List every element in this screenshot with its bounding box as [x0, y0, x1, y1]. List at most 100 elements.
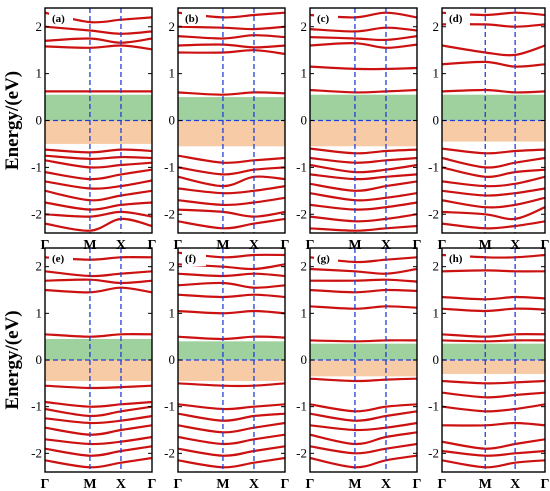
conduction-band-line [310, 305, 417, 310]
valence-band-line [45, 384, 152, 390]
k-point-label: Γ [174, 238, 183, 253]
bands [310, 256, 417, 469]
k-point-label: Γ [281, 238, 290, 253]
y-axis-label: Energy/(eV) [2, 71, 23, 170]
k-point-label: Γ [306, 238, 315, 253]
valence-band-line [442, 206, 545, 221]
valence-band-line [45, 400, 152, 408]
conduction-band-line [45, 278, 152, 285]
valence-band-line [310, 224, 417, 232]
panel-f: -2 -1 0 1 2 Γ M X Γ (f) [164, 247, 290, 491]
valence-band-line [45, 405, 152, 418]
panel-g: -2 -1 0 1 2 Γ M X Γ (g) [296, 247, 422, 491]
valence-band-line [45, 217, 152, 232]
y-tick-label: -2 [164, 445, 175, 460]
panel-h: -2 -1 0 1 2 Γ M X Γ (h) [428, 247, 550, 491]
valence-band-line [178, 185, 285, 195]
conduction-band-line [442, 60, 545, 68]
k-point-label: X [510, 477, 520, 491]
panel-label: (g) [317, 253, 330, 265]
valence-band-line [310, 454, 417, 469]
valence-band-line [45, 168, 152, 181]
y-tick-label: -1 [164, 399, 175, 414]
valence-band-line [442, 220, 545, 230]
valence-band-line [442, 391, 545, 399]
valence-band-line [45, 179, 152, 190]
conduction-band-line [178, 25, 285, 31]
y-tick-label: 2 [301, 19, 308, 34]
panel-label: (d) [449, 13, 463, 25]
conduction-band-line [178, 34, 285, 40]
y-tick-label: -1 [31, 399, 42, 414]
valence-band-line [178, 456, 285, 469]
panel-label-box [314, 251, 338, 266]
conduction-band-line [45, 37, 152, 44]
valence-band-line [442, 147, 545, 155]
conduction-band-line [442, 88, 545, 94]
bands [442, 253, 545, 469]
bands [310, 11, 417, 232]
k-point-label: M [348, 477, 361, 491]
y-tick-label: -2 [164, 206, 175, 221]
gap-region-conduction [45, 94, 152, 121]
conduction-band-line [178, 49, 285, 55]
k-point-label: Γ [174, 477, 183, 491]
valence-band-line [178, 175, 285, 188]
conduction-band-line [178, 335, 285, 341]
gap-region-valence [45, 360, 152, 381]
gap-region-valence [442, 360, 545, 374]
valence-band-line [310, 377, 417, 383]
bands [178, 251, 285, 469]
k-point-label: X [116, 238, 126, 253]
conduction-band-line [45, 333, 152, 338]
y-tick-label: 0 [169, 352, 176, 367]
y-tick-label: 2 [36, 19, 43, 34]
gap-region-valence [178, 120, 285, 147]
valence-band-line [310, 173, 417, 181]
valence-band-line [45, 189, 152, 202]
k-point-label: Γ [541, 238, 550, 253]
valence-band-line [45, 424, 152, 436]
y-tick-label: -2 [296, 206, 307, 221]
bands [45, 256, 152, 469]
y-tick-label: 2 [169, 19, 176, 34]
y-tick-label: 0 [301, 352, 308, 367]
valence-band-line [442, 379, 545, 385]
valence-band-line [310, 147, 417, 155]
panel-label-box [182, 251, 206, 266]
k-point-label: Γ [413, 238, 422, 253]
y-tick-label: 1 [433, 66, 440, 81]
panel-label-box [49, 11, 73, 26]
valence-band-line [45, 148, 152, 154]
conduction-band-line [178, 293, 285, 299]
y-tick-label: -2 [31, 206, 42, 221]
y-tick-label: -1 [164, 159, 175, 174]
y-axis-label: Energy/(eV) [2, 310, 23, 409]
y-tick-label: 1 [433, 305, 440, 320]
valence-band-line [45, 414, 152, 425]
gap-region-conduction [178, 341, 285, 360]
panel-c: -2 -1 0 1 2 Γ M X Γ (c) [296, 7, 422, 253]
conduction-band-line [178, 43, 285, 49]
y-tick-label: 2 [433, 259, 440, 274]
conduction-band-line [310, 88, 417, 94]
valence-band-line [442, 196, 545, 209]
valence-band-line [45, 201, 152, 211]
conduction-band-line [178, 91, 285, 96]
valence-band-line [442, 166, 545, 178]
y-tick-label: 1 [301, 305, 308, 320]
k-point-label: M [83, 477, 96, 491]
panel-label: (b) [185, 13, 199, 25]
gap-region-valence [310, 360, 417, 377]
y-tick-label: 0 [36, 113, 43, 128]
conduction-band-line [442, 333, 545, 338]
panel-label: (h) [449, 253, 463, 265]
k-point-label: X [249, 238, 259, 253]
gap-region-conduction [178, 97, 285, 121]
panel-label-box [49, 251, 73, 266]
bands [45, 11, 152, 232]
panel-label: (f) [185, 253, 196, 265]
panel-label-box [314, 11, 338, 26]
conduction-band-line [310, 35, 417, 42]
